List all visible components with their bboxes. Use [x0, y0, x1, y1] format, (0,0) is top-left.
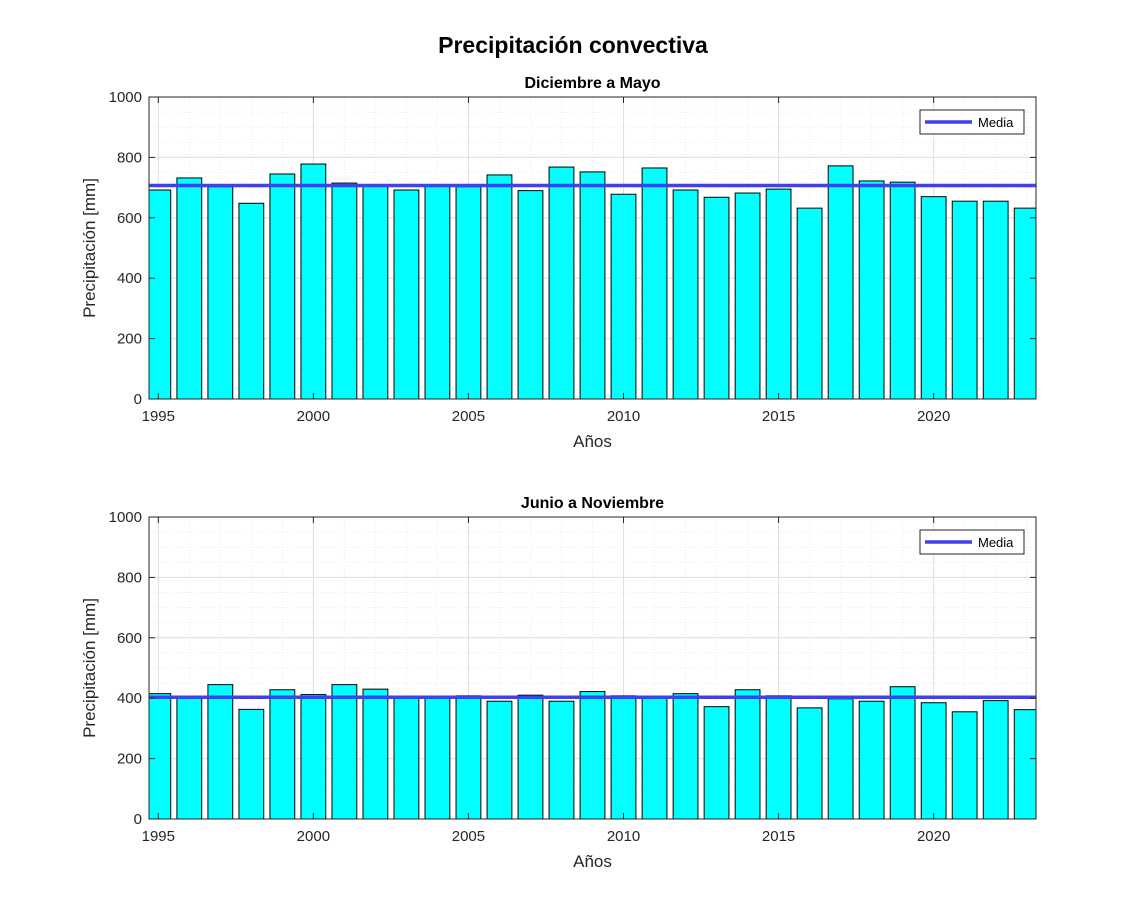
bar-2006	[486, 700, 513, 820]
bar-2016	[796, 207, 823, 400]
legend-label-media: Media	[978, 115, 1014, 130]
y-tick-label: 400	[117, 270, 142, 287]
axes-box	[148, 516, 1037, 820]
bar-1998	[238, 708, 265, 820]
x-axis-label: Años	[573, 432, 612, 451]
y-axis-label: Precipitación [mm]	[80, 178, 99, 318]
bar-2005	[455, 186, 482, 400]
y-tick-label: 0	[134, 391, 142, 408]
bar-1996	[176, 177, 203, 400]
bar-2018	[858, 700, 885, 820]
y-tick-label: 1000	[109, 509, 142, 526]
x-axis-label: Años	[573, 852, 612, 871]
bar-2010	[610, 193, 637, 400]
x-tick-label: 2015	[762, 408, 795, 425]
bar-2001	[331, 182, 358, 400]
bar-2003	[393, 189, 420, 400]
bar-1997	[207, 186, 234, 400]
bar-2009	[579, 691, 606, 820]
bar-2004	[424, 697, 451, 820]
x-tick-label: 2010	[607, 408, 640, 425]
y-tick-label: 1000	[109, 89, 142, 106]
y-tick-label: 400	[117, 690, 142, 707]
x-tick-label: 2005	[452, 408, 485, 425]
legend-label-media: Media	[978, 535, 1014, 550]
bar-2005	[455, 695, 482, 820]
bar-2022	[982, 200, 1009, 400]
bar-2013	[703, 196, 730, 400]
axes-box	[148, 96, 1037, 400]
x-tick-label: 2005	[452, 828, 485, 845]
bar-2020	[920, 702, 947, 820]
y-tick-label: 800	[117, 569, 142, 586]
bar-2021	[951, 711, 978, 820]
bar-2004	[424, 184, 451, 400]
bar-2009	[579, 171, 606, 400]
subplot-title: Diciembre a Mayo	[524, 75, 660, 92]
bar-2019	[889, 181, 916, 400]
subplot-junio-noviembre: 1995 2000 2005 2010 2015 2020 0 200 400 600 800 100…	[80, 495, 1037, 871]
bar-2022	[982, 700, 1009, 820]
bar-2017	[827, 698, 854, 820]
x-tick-label: 2010	[607, 828, 640, 845]
bar-2010	[610, 695, 637, 820]
subplot-title: Junio a Noviembre	[521, 495, 664, 512]
bar-2008	[548, 166, 575, 400]
y-tick-label: 200	[117, 331, 142, 348]
subplot-diciembre-mayo: 1995 2000 2005 2010 2015 2020 0 200 400 600 800 100…	[80, 75, 1037, 451]
bar-2007	[517, 190, 544, 400]
bar-2021	[951, 200, 978, 400]
bar-2019	[889, 686, 916, 820]
bar-2023	[1013, 709, 1037, 820]
x-tick-label: 2020	[917, 828, 950, 845]
legend: Media	[919, 529, 1025, 555]
bar-2017	[827, 165, 854, 400]
bar-1995	[148, 693, 172, 820]
bar-2000	[300, 163, 327, 400]
bar-2007	[517, 694, 544, 820]
x-tick-label: 1995	[142, 828, 175, 845]
y-tick-label: 600	[117, 630, 142, 647]
bar-2015	[765, 188, 792, 400]
bar-2011	[641, 697, 668, 820]
bar-2020	[920, 196, 947, 400]
bar-2012	[672, 693, 699, 820]
bar-2008	[548, 700, 575, 820]
bar-2014	[734, 192, 761, 400]
x-tick-label: 2015	[762, 828, 795, 845]
bar-1999	[269, 689, 296, 820]
bar-2013	[703, 706, 730, 820]
bar-2000	[300, 694, 327, 820]
y-tick-label: 800	[117, 149, 142, 166]
bar-2023	[1013, 207, 1037, 400]
bar-2015	[765, 695, 792, 820]
x-tick-label: 2020	[917, 408, 950, 425]
y-tick-label: 0	[134, 811, 142, 828]
y-axis-label: Precipitación [mm]	[80, 598, 99, 738]
bar-2003	[393, 696, 420, 820]
bar-2016	[796, 707, 823, 820]
x-tick-label: 2000	[297, 408, 330, 425]
bar-2011	[641, 167, 668, 400]
bar-2006	[486, 174, 513, 400]
bar-2002	[362, 688, 389, 820]
x-tick-label: 1995	[142, 408, 175, 425]
bar-1999	[269, 173, 296, 400]
bar-2012	[672, 189, 699, 400]
bar-2014	[734, 689, 761, 820]
x-tick-label: 2000	[297, 828, 330, 845]
legend: Media	[919, 109, 1025, 135]
y-tick-label: 600	[117, 210, 142, 227]
bar-2018	[858, 180, 885, 400]
bar-1996	[176, 696, 203, 820]
bar-1998	[238, 202, 265, 400]
figure-title: Precipitación convectiva	[438, 32, 708, 58]
bar-1997	[207, 684, 234, 820]
bar-2001	[331, 684, 358, 820]
y-tick-label: 200	[117, 751, 142, 768]
bar-2002	[362, 184, 389, 400]
bar-1995	[148, 189, 172, 400]
